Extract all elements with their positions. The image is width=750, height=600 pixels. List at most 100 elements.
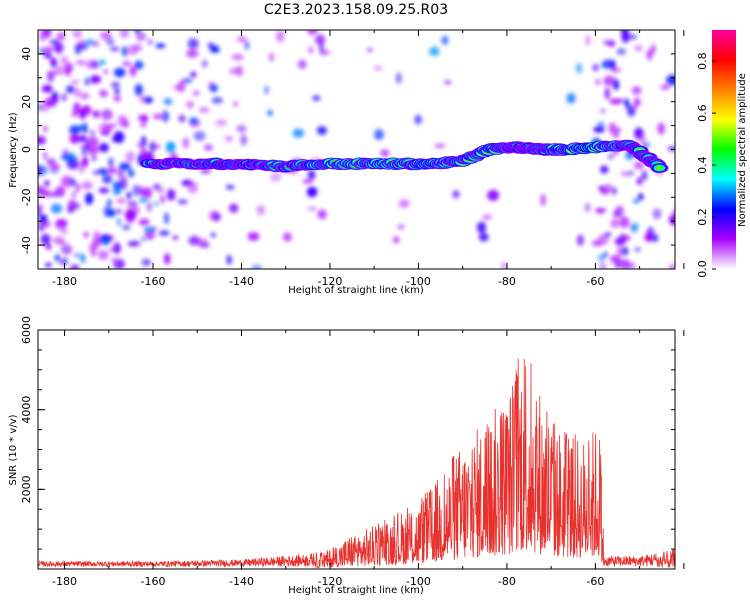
- spectrogram-noise-blob: [603, 184, 613, 193]
- spectrogram-noise-blob: [604, 39, 609, 45]
- spectrogram-noise-blob: [395, 72, 402, 84]
- y-tick-label: 2000: [20, 475, 33, 503]
- x-tick-label: -120: [317, 575, 342, 588]
- spectrogram-noise-blob: [229, 67, 241, 75]
- spectrogram-noise-blob: [141, 236, 146, 242]
- spectrogram-noise-blob: [135, 32, 147, 41]
- spectrogram-noise-blob: [610, 218, 620, 228]
- colorbar-gradient: [712, 30, 736, 269]
- spectrogram-noise-blob: [113, 242, 121, 254]
- spectrogram-noise-blob: [615, 205, 624, 218]
- spectrogram-noise-blob: [102, 238, 108, 247]
- spectrogram-noise-blob: [237, 36, 247, 43]
- spectrogram-noise-blob: [619, 216, 630, 228]
- spectrogram-noise-blob: [90, 245, 100, 250]
- spectrogram-noise-blob: [592, 63, 599, 72]
- spectrogram-y-label: Frequency (Hz): [8, 112, 19, 188]
- spectrogram-noise-blob: [164, 253, 171, 265]
- spectrogram-noise-blob: [127, 200, 138, 208]
- spectrogram-noise-blob: [45, 262, 52, 268]
- x-tick-label: -140: [229, 275, 254, 288]
- spectrogram-noise-blob: [45, 46, 53, 54]
- spectrogram-noise-blob: [297, 59, 307, 69]
- spectrogram-noise-blob: [657, 122, 665, 135]
- spectrogram-noise-blob: [80, 253, 86, 263]
- snr-clip-group: [38, 358, 675, 569]
- spectrogram-noise-blob: [302, 179, 314, 184]
- spectrogram-noise-blob: [84, 39, 95, 45]
- spectrogram-noise-blob: [608, 122, 617, 134]
- spectrogram-noise-blob: [98, 187, 110, 194]
- spectrogram-noise-blob: [397, 224, 405, 230]
- spectrogram-noise-blob: [150, 226, 157, 231]
- spectrogram-noise-blob: [646, 49, 653, 61]
- y-tick-label: 6000: [20, 316, 33, 344]
- spectrogram-noise-blob: [106, 199, 112, 208]
- colorbar: 0.0 0.2 0.4 0.6 0.8 Normalized spectral ampl…: [696, 30, 748, 278]
- spectrogram-noise-blob: [53, 95, 58, 103]
- x-tick-label: -160: [141, 275, 166, 288]
- spectrogram-noise-blob: [240, 134, 247, 146]
- x-tick-label: -120: [317, 275, 342, 288]
- spectrogram-noise-blob: [41, 85, 53, 93]
- y-tick-label: 4000: [20, 396, 33, 424]
- spectrogram-noise-blob: [201, 59, 208, 68]
- spectrogram-noise-blob: [113, 96, 122, 102]
- x-tick-label: -80: [498, 275, 516, 288]
- spectrogram-noise-blob: [638, 193, 644, 201]
- y-tick-label: 0: [20, 146, 33, 153]
- spectrogram-noise-blob: [97, 168, 109, 175]
- spectrogram-noise-blob: [44, 180, 50, 187]
- y-tick-label: -20: [20, 188, 33, 206]
- spectrogram-noise-blob: [46, 158, 56, 165]
- spectrogram-noise-blob: [127, 169, 135, 178]
- spectrogram-noise-blob: [163, 98, 173, 106]
- spectrogram-noise-blob: [203, 144, 214, 151]
- spectrogram-noise-blob: [651, 44, 656, 55]
- spectrogram-noise-blob: [283, 232, 292, 242]
- spectrogram-y-ticks: -40 -20 0 20 40: [20, 29, 675, 270]
- spectrogram-noise-blob: [576, 62, 583, 74]
- spectrogram-noise-blob: [141, 258, 151, 267]
- spectrogram-noise-blob: [312, 95, 321, 101]
- spectrogram-noise-blob: [207, 42, 215, 48]
- spectrogram-noise-blob: [624, 98, 630, 108]
- spectrogram-noise-blob: [615, 127, 621, 133]
- spectrogram-noise-blob: [623, 171, 632, 177]
- spectrogram-noise-blob: [47, 70, 59, 76]
- spectrogram-noise-blob: [476, 221, 487, 233]
- spectrogram-noise-blob: [616, 48, 626, 55]
- spectrogram-noise-blob: [600, 165, 609, 174]
- spectrogram-ridge-blob: [656, 166, 663, 170]
- spectrogram-noise-blob: [101, 109, 113, 121]
- spectrogram-noise-blob: [122, 176, 128, 182]
- spectrogram-noise-blob: [77, 135, 88, 143]
- spectrogram-noise-blob: [609, 98, 622, 105]
- spectrogram-noise-blob: [186, 49, 199, 58]
- spectrogram-noise-blob: [593, 126, 605, 133]
- spectrogram-noise-blob: [596, 255, 607, 260]
- spectrogram-noise-blob: [85, 192, 94, 205]
- spectrogram-noise-blob: [161, 110, 169, 123]
- snr-y-label: SNR (10 * v/v): [8, 414, 19, 485]
- spectrogram-noise-blob: [91, 249, 96, 257]
- spectrogram-noise-blob: [56, 240, 68, 246]
- spectrogram-noise-blob: [414, 114, 422, 125]
- spectrogram-noise-blob: [652, 208, 662, 220]
- spectrogram-noise-blob: [44, 52, 52, 59]
- spectrogram-noise-blob: [269, 172, 282, 182]
- spectrogram-noise-blob: [114, 88, 120, 96]
- spectrogram-noise-blob: [91, 60, 100, 69]
- spectrogram-noise-blob: [247, 232, 260, 241]
- spectrogram-noise-blob: [81, 105, 92, 116]
- spectrogram-noise-blob: [125, 151, 135, 163]
- spectrogram-panel: -180 -160 -140 -120 -100 -80 -60 -40 -20 0 20 40 H…: [8, 29, 685, 296]
- spectrogram-noise-blob: [55, 186, 66, 197]
- spectrogram-noise-blob: [193, 90, 200, 96]
- spectrogram-noise-blob: [211, 97, 224, 104]
- spectrogram-noise-blob: [129, 65, 137, 77]
- spectrogram-noise-blob: [155, 43, 166, 49]
- spectrogram-noise-blob: [139, 197, 148, 203]
- colorbar-tick-label: 0.2: [696, 208, 709, 226]
